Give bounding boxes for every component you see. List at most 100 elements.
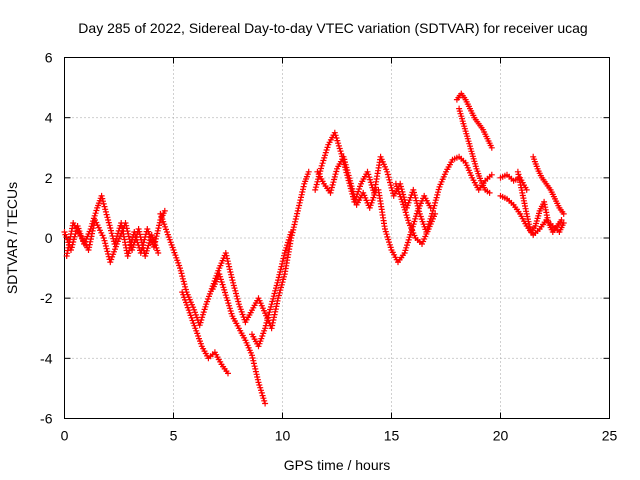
series-track-7: [312, 129, 495, 235]
data-point-marker: [104, 214, 111, 221]
data-point-marker: [350, 191, 357, 198]
data-point-marker: [222, 250, 229, 256]
data-point-marker: [103, 245, 110, 252]
data-point-marker: [275, 277, 282, 284]
data-point-marker: [347, 177, 354, 184]
data-point-marker: [233, 290, 239, 297]
data-point-marker: [261, 397, 268, 404]
data-point-marker: [332, 171, 339, 178]
data-point-marker: [178, 270, 185, 277]
data-point-marker: [100, 200, 107, 207]
data-point-marker: [276, 289, 283, 296]
x-tick-label: 0: [61, 428, 69, 444]
data-point-marker: [126, 247, 133, 254]
data-point-marker: [400, 201, 407, 208]
data-point-marker: [294, 210, 301, 217]
data-point-marker: [560, 210, 567, 217]
data-point-marker: [228, 274, 235, 281]
series-track-4: [179, 289, 231, 377]
data-point-marker: [123, 222, 130, 229]
data-point-marker: [100, 198, 106, 205]
data-point-marker: [281, 273, 287, 280]
data-point-marker: [351, 193, 358, 200]
data-point-marker: [108, 230, 115, 237]
x-tick-labels: 0 5 10 15 20 25: [61, 428, 618, 444]
data-point-marker: [367, 179, 374, 186]
data-point-marker: [250, 360, 257, 367]
data-point-marker: [252, 368, 259, 375]
data-point-marker: [488, 144, 495, 151]
data-point-marker: [249, 355, 256, 361]
data-point-marker: [335, 140, 342, 147]
data-point-marker: [331, 176, 338, 183]
data-point-marker: [235, 298, 242, 305]
data-point-marker: [268, 301, 275, 308]
data-point-marker: [155, 250, 162, 256]
data-point-marker: [327, 189, 334, 196]
data-point-marker: [295, 205, 302, 212]
data-point-marker: [125, 250, 132, 257]
data-point-marker: [161, 207, 168, 214]
y-tick-label: 2: [45, 170, 53, 186]
data-point-marker: [386, 239, 392, 246]
data-point-marker: [225, 260, 232, 267]
data-point-marker: [312, 184, 319, 191]
data-point-marker: [300, 183, 307, 190]
data-point-marker: [274, 279, 281, 286]
data-point-marker: [262, 325, 269, 332]
data-point-marker: [324, 144, 331, 151]
data-point-marker: [344, 167, 351, 174]
data-point-marker: [105, 219, 112, 226]
data-point-marker: [342, 159, 348, 166]
data-point-marker: [558, 217, 565, 223]
data-point-marker: [136, 231, 143, 238]
data-point-marker: [130, 241, 137, 248]
data-point-marker: [217, 273, 224, 280]
y-axis-label: SDTVAR / TECUs: [4, 182, 20, 294]
data-point-marker: [92, 210, 99, 217]
data-point-marker: [278, 281, 285, 288]
data-point-marker: [384, 171, 391, 178]
data-point-marker: [198, 317, 205, 323]
data-point-marker: [270, 293, 277, 300]
tick-marks: [64, 57, 610, 419]
data-point-marker: [179, 275, 186, 282]
data-point-marker: [387, 179, 393, 186]
data-point-marker: [156, 222, 163, 229]
data-point-marker: [279, 258, 286, 265]
series-track-11: [453, 90, 495, 151]
series-track-6: [249, 229, 295, 350]
data-point-marker: [135, 226, 142, 232]
data-point-marker: [332, 132, 339, 139]
series-track-5: [209, 271, 269, 407]
data-point-marker: [296, 199, 303, 206]
data-point-marker: [272, 287, 279, 294]
data-point-marker: [102, 243, 109, 249]
data-point-marker: [265, 311, 272, 318]
y-tick-label: 6: [45, 50, 53, 66]
data-point-marker: [225, 370, 231, 377]
data-point-marker: [226, 266, 233, 273]
data-point-marker: [153, 233, 160, 240]
data-point-marker: [305, 168, 312, 175]
data-point-marker: [116, 235, 122, 242]
data-point-marker: [386, 176, 393, 183]
data-point-marker: [98, 192, 105, 199]
x-axis-label: GPS time / hours: [284, 457, 391, 473]
data-point-marker: [402, 209, 409, 216]
data-point-marker: [278, 263, 285, 270]
data-point-marker: [275, 292, 282, 299]
data-point-marker: [123, 225, 130, 232]
data-point-marker: [411, 218, 418, 225]
data-point-marker: [288, 229, 295, 235]
series-track-3: [157, 168, 312, 332]
data-point-marker: [144, 245, 151, 252]
data-point-marker: [177, 265, 183, 272]
series-track-12: [456, 105, 493, 196]
chart-title: Day 285 of 2022, Sidereal Day-to-day VTE…: [78, 20, 587, 36]
data-point-marker: [125, 233, 132, 240]
data-point-marker: [298, 194, 304, 201]
data-point-marker: [318, 165, 324, 172]
data-point-marker: [106, 222, 113, 229]
